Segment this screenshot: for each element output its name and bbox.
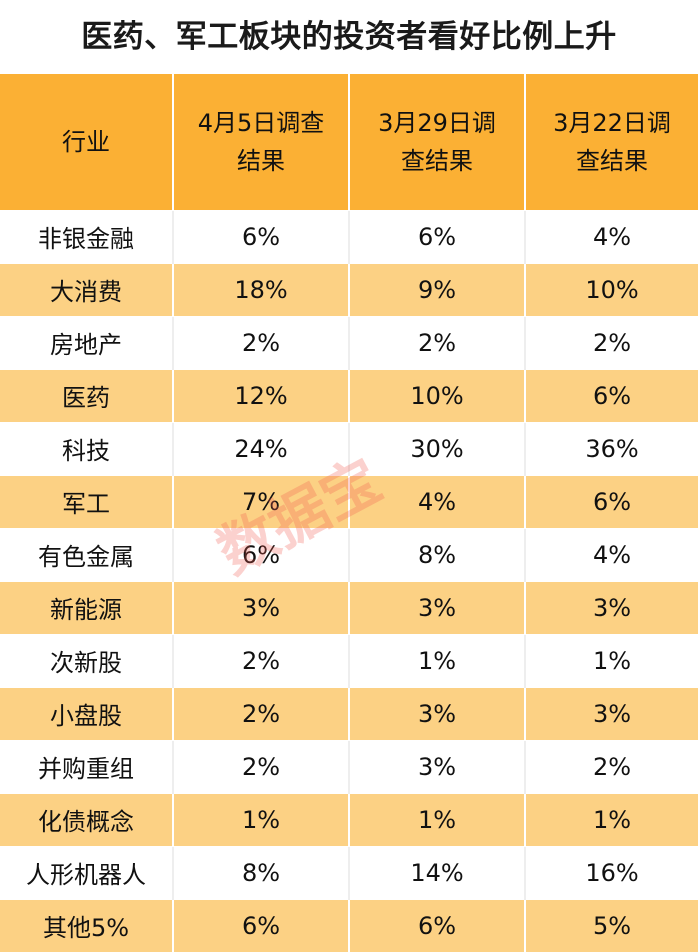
value-cell: 14% [348, 845, 525, 899]
table-row: 房地产 2% 2% 2% [0, 315, 698, 369]
value-cell: 1% [172, 792, 349, 846]
value-cell: 18% [172, 262, 349, 316]
value-cell: 30% [348, 421, 525, 475]
value-cell: 6% [348, 209, 525, 263]
table-row: 大消费 18% 9% 10% [0, 262, 698, 316]
value-cell: 6% [524, 368, 698, 422]
value-cell: 5% [524, 898, 698, 952]
value-cell: 2% [172, 315, 349, 369]
value-cell: 2% [348, 315, 525, 369]
survey-table: 行业 4月5日调查结果 3月29日调查结果 3月22日调查结果 非银金融 6% … [0, 74, 698, 952]
table-row: 次新股 2% 1% 1% [0, 633, 698, 687]
industry-cell: 化债概念 [0, 792, 173, 846]
header-mar22: 3月22日调查结果 [524, 74, 698, 210]
table-row: 化债概念 1% 1% 1% [0, 792, 698, 846]
value-cell: 12% [172, 368, 349, 422]
value-cell: 10% [524, 262, 698, 316]
value-cell: 4% [524, 209, 698, 263]
industry-cell: 房地产 [0, 315, 173, 369]
industry-cell: 科技 [0, 421, 173, 475]
value-cell: 2% [172, 686, 349, 740]
industry-cell: 军工 [0, 474, 173, 528]
value-cell: 6% [172, 209, 349, 263]
value-cell: 4% [348, 474, 525, 528]
value-cell: 1% [524, 792, 698, 846]
table-row: 其他5% 6% 6% 5% [0, 898, 698, 952]
table-row: 非银金融 6% 6% 4% [0, 209, 698, 263]
table-row: 军工 7% 4% 6% [0, 474, 698, 528]
value-cell: 3% [348, 686, 525, 740]
value-cell: 6% [348, 898, 525, 952]
industry-cell: 医药 [0, 368, 173, 422]
industry-cell: 非银金融 [0, 209, 173, 263]
value-cell: 1% [348, 792, 525, 846]
table-row: 科技 24% 30% 36% [0, 421, 698, 475]
table-row: 并购重组 2% 3% 2% [0, 739, 698, 793]
header-industry: 行业 [0, 74, 173, 210]
value-cell: 7% [172, 474, 349, 528]
value-cell: 8% [348, 527, 525, 581]
value-cell: 4% [524, 527, 698, 581]
header-mar29: 3月29日调查结果 [348, 74, 525, 210]
table-row: 人形机器人 8% 14% 16% [0, 845, 698, 899]
industry-cell: 人形机器人 [0, 845, 173, 899]
value-cell: 9% [348, 262, 525, 316]
value-cell: 2% [524, 315, 698, 369]
value-cell: 3% [348, 739, 525, 793]
table-row: 新能源 3% 3% 3% [0, 580, 698, 634]
industry-cell: 新能源 [0, 580, 173, 634]
industry-cell: 次新股 [0, 633, 173, 687]
value-cell: 2% [172, 739, 349, 793]
value-cell: 1% [348, 633, 525, 687]
industry-cell: 小盘股 [0, 686, 173, 740]
value-cell: 2% [524, 739, 698, 793]
table-row: 小盘股 2% 3% 3% [0, 686, 698, 740]
value-cell: 3% [524, 580, 698, 634]
value-cell: 1% [524, 633, 698, 687]
page-title: 医药、军工板块的投资者看好比例上升 [81, 19, 617, 55]
value-cell: 3% [172, 580, 349, 634]
industry-cell: 有色金属 [0, 527, 173, 581]
table-row: 有色金属 6% 8% 4% [0, 527, 698, 581]
industry-cell: 并购重组 [0, 739, 173, 793]
value-cell: 16% [524, 845, 698, 899]
value-cell: 24% [172, 421, 349, 475]
industry-cell: 其他5% [0, 898, 173, 952]
value-cell: 6% [524, 474, 698, 528]
industry-cell: 大消费 [0, 262, 173, 316]
value-cell: 6% [172, 527, 349, 581]
header-apr5: 4月5日调查结果 [172, 74, 349, 210]
value-cell: 3% [348, 580, 525, 634]
value-cell: 2% [172, 633, 349, 687]
value-cell: 10% [348, 368, 525, 422]
value-cell: 3% [524, 686, 698, 740]
value-cell: 8% [172, 845, 349, 899]
table-row: 医药 12% 10% 6% [0, 368, 698, 422]
table-header-row: 行业 4月5日调查结果 3月29日调查结果 3月22日调查结果 [0, 74, 698, 210]
value-cell: 6% [172, 898, 349, 952]
value-cell: 36% [524, 421, 698, 475]
